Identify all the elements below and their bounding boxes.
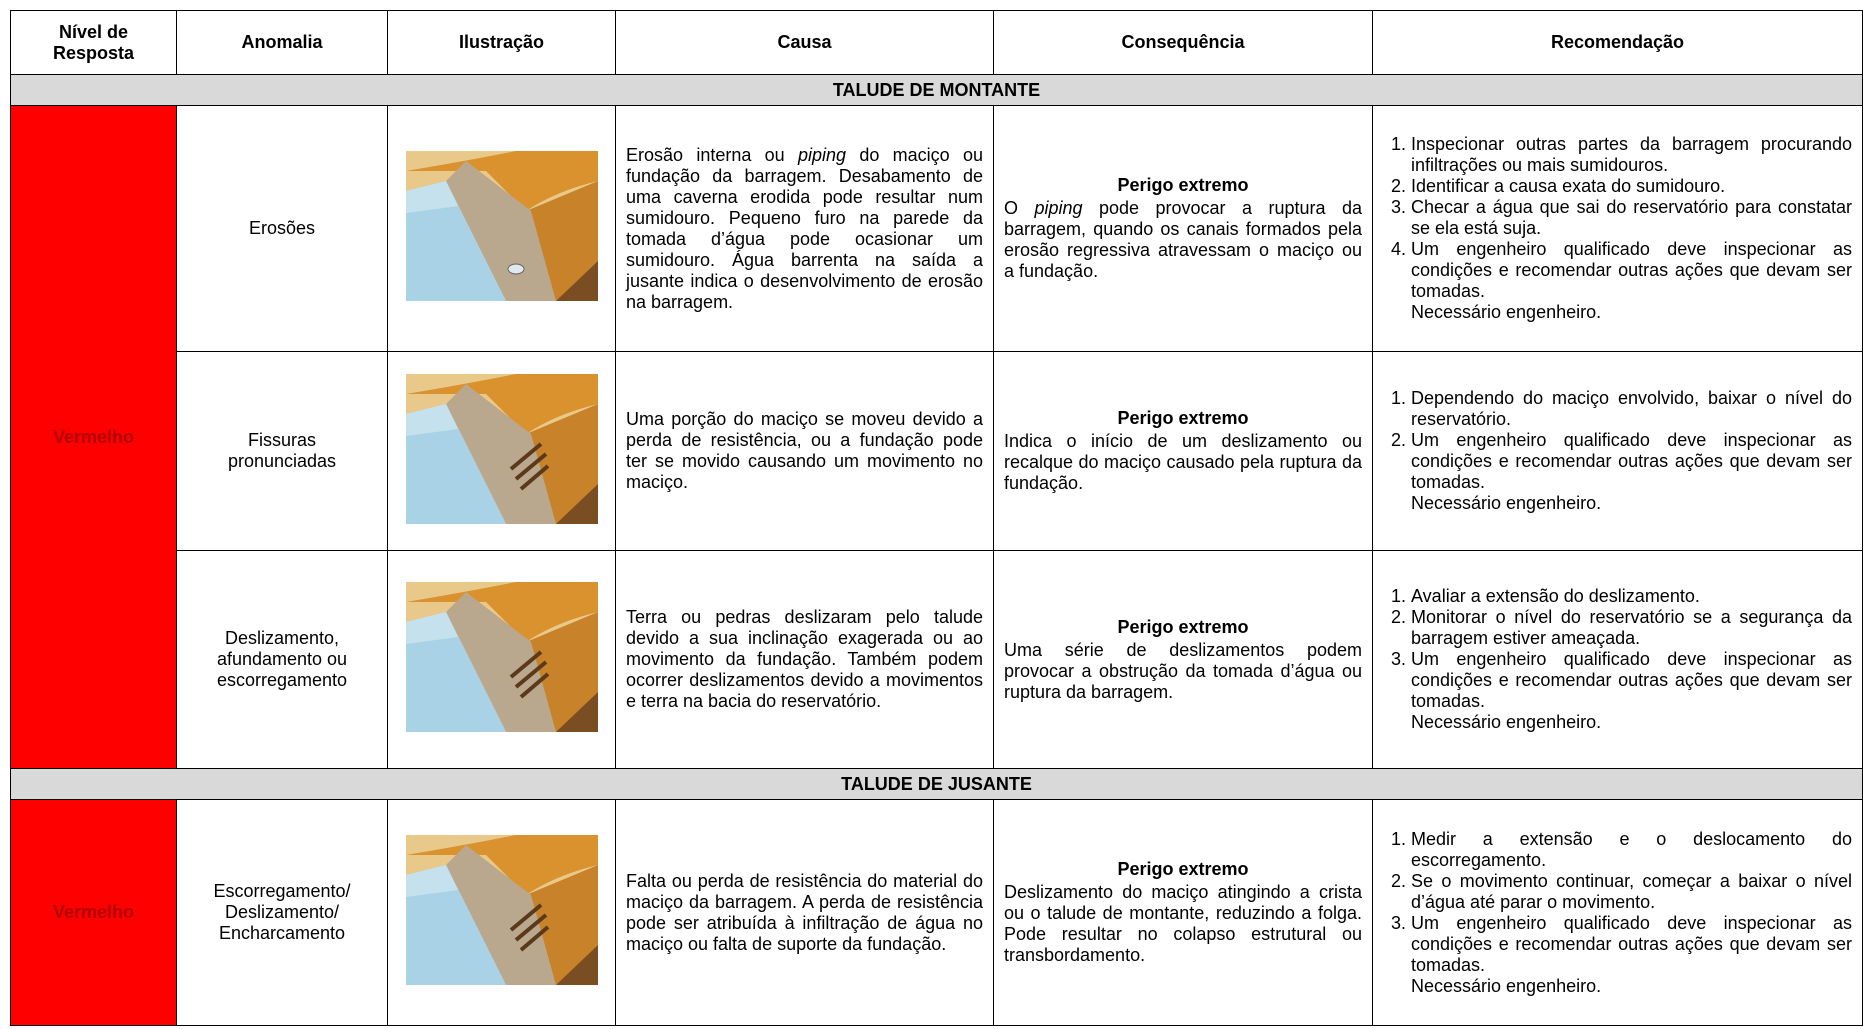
- consequence: Perigo extremo Deslizamento do maciço ati…: [993, 799, 1373, 1026]
- section-title: TALUDE DE MONTANTE: [10, 74, 1863, 106]
- italic-term: piping: [1034, 198, 1083, 218]
- column-header-text: Anomalia: [241, 32, 323, 52]
- recommendation-item: Se o movimento continuar, começar a baix…: [1411, 871, 1852, 913]
- illustration-cell: [387, 799, 616, 1026]
- illustration-cell: [387, 351, 616, 551]
- recommendation-item: Medir a extensão e o deslocamento do esc…: [1411, 829, 1852, 871]
- response-level: Vermelho: [10, 105, 177, 769]
- recommendation-item: Um engenheiro qualificado deve inspecion…: [1411, 239, 1852, 302]
- recommendation-note: Necessário engenheiro.: [1411, 493, 1602, 513]
- recommendation: Dependendo do maciço envolvido, baixar o…: [1372, 351, 1863, 551]
- text-part: Terra ou pedras deslizaram pelo talude d…: [626, 607, 983, 711]
- italic-term: piping: [798, 144, 847, 165]
- column-header: Nível de Resposta: [10, 10, 177, 75]
- recommendation: Inspecionar outras partes da barragem pr…: [1372, 105, 1863, 352]
- cause: Falta ou perda de resistência do materia…: [615, 799, 994, 1026]
- recommendation-item: Um engenheiro qualificado deve inspecion…: [1411, 430, 1852, 493]
- column-header: Causa: [615, 10, 994, 75]
- header-row: Nível de Resposta Anomalia Ilustração Causa…: [10, 10, 1863, 75]
- recommendation: Avaliar a extensão do deslizamento.Monit…: [1372, 550, 1863, 769]
- column-header: Ilustração: [387, 10, 616, 75]
- column-header: Anomalia: [176, 10, 388, 75]
- recommendation-item: Identificar a causa exata do sumidouro.: [1411, 176, 1852, 197]
- column-header: Recomendação: [1372, 10, 1863, 75]
- text-part: Falta ou perda de resistência do materia…: [626, 870, 983, 954]
- text-part: Deslizamento do maciço atingindo a crist…: [1004, 882, 1362, 965]
- illustration: [389, 835, 615, 990]
- recommendation-note: Necessário engenheiro.: [1411, 712, 1602, 732]
- illustration-cell: [387, 105, 616, 352]
- text-part: O: [1004, 198, 1035, 218]
- recommendation-note: Necessário engenheiro.: [1411, 302, 1602, 322]
- dam-drawing: [405, 373, 598, 524]
- table-body: TALUDE DE MONTANTE Vermelho Erosões Erosão …: [10, 74, 1863, 1026]
- anomaly: Escorregamento/ Deslizamento/ Encharcame…: [176, 799, 388, 1026]
- text-part: do maciço ou fundação da barragem. Desab…: [626, 144, 984, 312]
- column-header-text: Recomendação: [1550, 32, 1685, 52]
- text-part: Indica o início de um deslizamento ou re…: [1004, 431, 1362, 493]
- cause: Terra ou pedras deslizaram pelo talude d…: [615, 550, 994, 769]
- dam-drawing: [405, 151, 598, 301]
- anomaly-row: Vermelho Escorregamento/ Deslizamento/ En…: [10, 799, 1863, 1026]
- illustration: [389, 151, 615, 306]
- text-part: Uma série de deslizamentos podem provoca…: [1004, 639, 1362, 702]
- dam-drawing: [405, 835, 598, 985]
- consequence-title: Perigo extremo: [1117, 616, 1249, 637]
- anomaly: Deslizamento, afundamento ou escorregame…: [176, 550, 388, 769]
- recommendation-item: Um engenheiro qualificado deve inspecion…: [1411, 913, 1852, 976]
- section-row: TALUDE DE MONTANTE: [10, 74, 1863, 106]
- text-part: pode provocar a ruptura da barragem, qua…: [1004, 198, 1362, 281]
- illustration: [389, 582, 615, 737]
- anomaly: Erosões: [176, 105, 388, 352]
- recommendation-item: Um engenheiro qualificado deve inspecion…: [1411, 649, 1852, 712]
- column-header: Consequência: [993, 10, 1373, 75]
- text-part: Uma porção do maciço se moveu devido a p…: [626, 409, 983, 492]
- consequence-title: Perigo extremo: [1117, 859, 1249, 879]
- recommendation-note: Necessário engenheiro.: [1411, 975, 1602, 996]
- anomaly-table: Nível de Resposta Anomalia Ilustração Causa…: [10, 10, 1863, 1026]
- anomaly-row: Vermelho Erosões Erosão interna ou piping …: [10, 105, 1863, 769]
- column-header-text: Nível de Resposta: [52, 21, 135, 63]
- cause: Erosão interna ou piping do maciço ou fu…: [615, 105, 994, 352]
- illustration-cell: [387, 550, 616, 769]
- consequence-title: Perigo extremo: [1117, 408, 1249, 428]
- section-row: TALUDE DE JUSANTE: [10, 768, 1863, 800]
- recommendation-item: Checar a água que sai do reservatório pa…: [1411, 197, 1852, 239]
- cause: Uma porção do maciço se moveu devido a p…: [615, 351, 994, 551]
- recommendation-item: Monitorar o nível do reservatório se a s…: [1411, 607, 1852, 649]
- response-level: Vermelho: [10, 799, 177, 1026]
- anomaly: Fissuras pronunciadas: [176, 351, 388, 551]
- recommendation-item: Inspecionar outras partes da barragem pr…: [1411, 134, 1852, 176]
- column-header-text: Causa: [777, 32, 832, 52]
- column-header-text: Ilustração: [458, 32, 545, 52]
- anomaly-row: Fissuras pronunciadas Uma porção do maciç…: [11, 351, 1863, 551]
- section-title: TALUDE DE JUSANTE: [10, 768, 1863, 800]
- consequence: Perigo extremo Uma série de deslizamentos…: [993, 550, 1373, 769]
- recommendation-list: Dependendo do maciço envolvido, baixar o…: [1383, 388, 1852, 493]
- recommendation-item: Dependendo do maciço envolvido, baixar o…: [1411, 388, 1852, 430]
- recommendation: Medir a extensão e o deslocamento do esc…: [1372, 799, 1863, 1026]
- recommendation-item: Avaliar a extensão do deslizamento.: [1411, 586, 1852, 607]
- recommendation-list: Medir a extensão e o deslocamento do esc…: [1383, 829, 1852, 976]
- text-part: Erosão interna ou: [626, 144, 798, 165]
- consequence: Perigo extremo Indica o início de um desl…: [993, 351, 1373, 551]
- column-header-text: Consequência: [1121, 32, 1245, 52]
- recommendation-list: Inspecionar outras partes da barragem pr…: [1383, 134, 1852, 302]
- dam-drawing: [405, 582, 598, 732]
- anomaly-row: Deslizamento, afundamento ou escorregame…: [11, 550, 1863, 769]
- recommendation-list: Avaliar a extensão do deslizamento.Monit…: [1383, 586, 1852, 712]
- illustration: [389, 373, 615, 529]
- consequence: Perigo extremo O piping pode provocar a r…: [993, 105, 1373, 352]
- consequence-title: Perigo extremo: [1117, 175, 1249, 195]
